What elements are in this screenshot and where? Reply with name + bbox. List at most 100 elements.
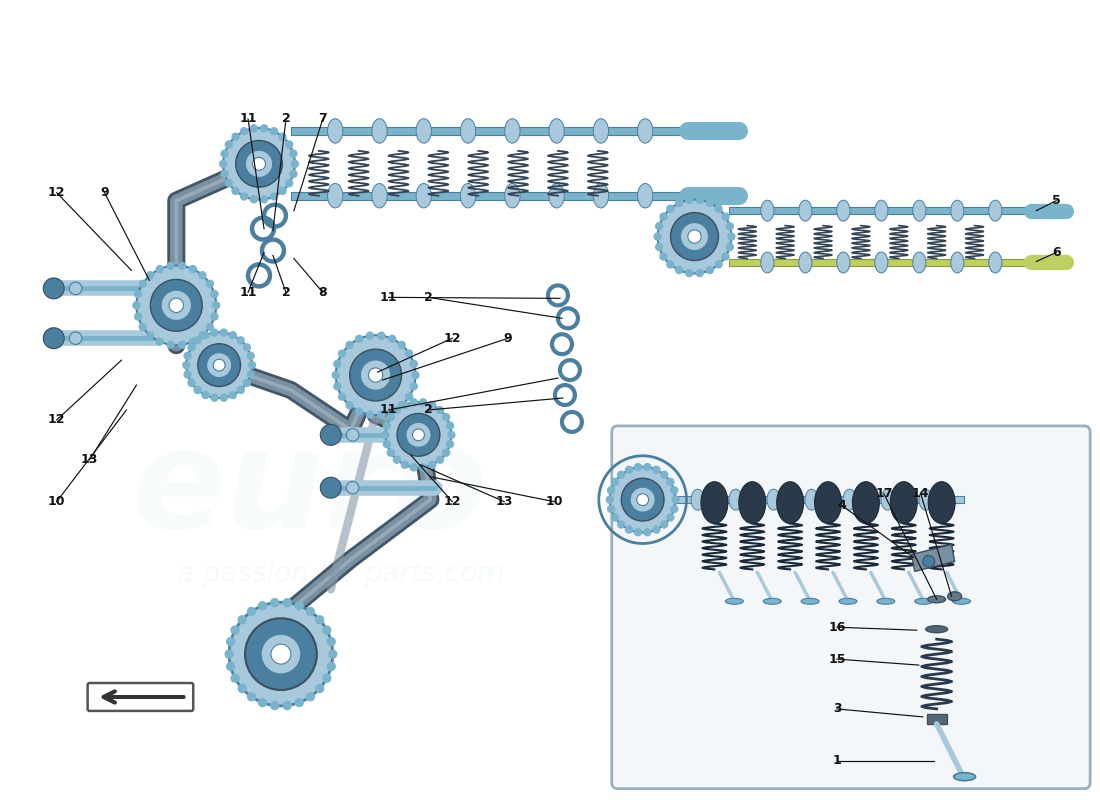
Circle shape bbox=[162, 290, 191, 321]
Ellipse shape bbox=[953, 598, 970, 604]
Circle shape bbox=[229, 391, 236, 398]
Circle shape bbox=[248, 607, 255, 615]
Circle shape bbox=[672, 496, 679, 503]
Ellipse shape bbox=[913, 200, 926, 221]
Circle shape bbox=[671, 213, 718, 261]
Circle shape bbox=[328, 638, 336, 646]
Text: 9: 9 bbox=[100, 186, 109, 199]
Circle shape bbox=[429, 402, 436, 409]
Circle shape bbox=[706, 266, 713, 274]
Circle shape bbox=[198, 344, 241, 386]
Circle shape bbox=[226, 650, 233, 658]
Circle shape bbox=[232, 187, 239, 194]
Circle shape bbox=[722, 213, 729, 220]
Circle shape bbox=[681, 222, 708, 250]
Circle shape bbox=[410, 464, 417, 471]
Ellipse shape bbox=[805, 489, 818, 510]
Circle shape bbox=[140, 280, 146, 287]
Text: 13: 13 bbox=[81, 454, 98, 466]
Circle shape bbox=[429, 462, 436, 468]
Circle shape bbox=[346, 429, 359, 441]
Circle shape bbox=[167, 262, 174, 270]
Circle shape bbox=[656, 222, 662, 230]
Circle shape bbox=[134, 290, 142, 298]
Circle shape bbox=[322, 674, 331, 682]
Circle shape bbox=[249, 362, 255, 369]
Circle shape bbox=[227, 662, 234, 670]
Circle shape bbox=[146, 332, 154, 339]
Ellipse shape bbox=[767, 489, 780, 510]
Ellipse shape bbox=[815, 482, 842, 523]
Circle shape bbox=[726, 243, 734, 250]
Text: 2: 2 bbox=[282, 113, 290, 126]
Ellipse shape bbox=[874, 252, 888, 273]
Circle shape bbox=[245, 150, 273, 178]
Circle shape bbox=[271, 702, 278, 710]
Circle shape bbox=[630, 487, 656, 512]
Ellipse shape bbox=[372, 183, 387, 208]
Circle shape bbox=[658, 200, 732, 274]
Circle shape bbox=[133, 302, 140, 309]
Ellipse shape bbox=[918, 489, 932, 510]
Circle shape bbox=[447, 441, 453, 448]
Circle shape bbox=[238, 386, 244, 394]
Circle shape bbox=[243, 379, 251, 386]
Ellipse shape bbox=[877, 598, 894, 604]
Ellipse shape bbox=[843, 489, 856, 510]
Circle shape bbox=[251, 196, 257, 203]
Circle shape bbox=[635, 464, 641, 470]
Ellipse shape bbox=[549, 118, 564, 143]
Text: 12: 12 bbox=[443, 332, 461, 345]
Ellipse shape bbox=[372, 118, 387, 143]
Ellipse shape bbox=[839, 598, 857, 604]
Circle shape bbox=[667, 206, 674, 212]
Circle shape bbox=[420, 399, 427, 406]
Text: 13: 13 bbox=[495, 495, 513, 508]
Text: 5: 5 bbox=[1052, 194, 1060, 207]
Circle shape bbox=[243, 344, 251, 351]
Circle shape bbox=[167, 342, 174, 348]
Circle shape bbox=[412, 429, 425, 441]
Ellipse shape bbox=[593, 183, 608, 208]
Circle shape bbox=[189, 266, 196, 273]
Circle shape bbox=[442, 414, 450, 421]
Ellipse shape bbox=[989, 200, 1002, 221]
Circle shape bbox=[671, 506, 678, 513]
Circle shape bbox=[447, 422, 453, 429]
Text: 10: 10 bbox=[546, 495, 563, 508]
Bar bbox=[926, 714, 947, 724]
Circle shape bbox=[653, 466, 660, 474]
Ellipse shape bbox=[761, 252, 774, 273]
Circle shape bbox=[207, 280, 213, 287]
Circle shape bbox=[366, 332, 373, 339]
Circle shape bbox=[307, 693, 315, 701]
Circle shape bbox=[235, 141, 283, 187]
Text: euro: euro bbox=[132, 422, 490, 557]
Circle shape bbox=[229, 332, 236, 338]
Circle shape bbox=[394, 456, 400, 463]
Circle shape bbox=[346, 482, 359, 494]
Circle shape bbox=[442, 449, 450, 456]
Circle shape bbox=[220, 329, 228, 336]
Circle shape bbox=[722, 253, 729, 260]
Circle shape bbox=[241, 128, 248, 134]
Circle shape bbox=[667, 478, 674, 486]
Circle shape bbox=[656, 243, 662, 250]
Circle shape bbox=[207, 323, 213, 330]
Circle shape bbox=[169, 298, 184, 313]
Circle shape bbox=[644, 529, 651, 536]
Circle shape bbox=[286, 180, 293, 186]
Circle shape bbox=[194, 386, 201, 394]
Circle shape bbox=[213, 359, 226, 371]
Circle shape bbox=[350, 349, 402, 401]
Ellipse shape bbox=[989, 252, 1002, 273]
Circle shape bbox=[410, 383, 417, 390]
Text: 11: 11 bbox=[240, 113, 256, 126]
Circle shape bbox=[696, 270, 703, 277]
Circle shape bbox=[334, 383, 341, 390]
Text: 11: 11 bbox=[379, 403, 397, 417]
Text: 2: 2 bbox=[424, 291, 432, 304]
Circle shape bbox=[239, 685, 246, 693]
Circle shape bbox=[290, 150, 297, 158]
Circle shape bbox=[136, 266, 217, 345]
